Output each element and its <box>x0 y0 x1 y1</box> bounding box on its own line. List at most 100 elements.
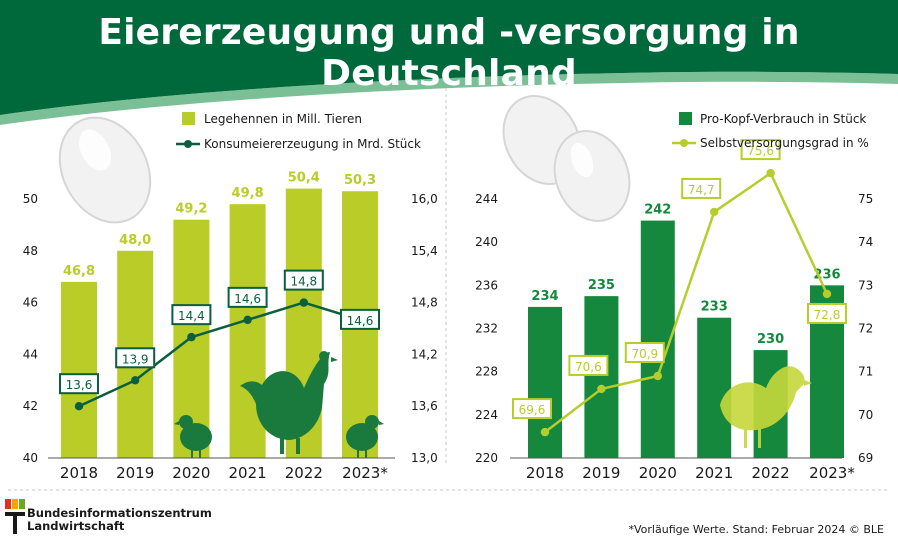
bar-value-label: 235 <box>588 278 615 293</box>
bar-value-label: 49,2 <box>175 202 207 217</box>
hen-icon <box>720 366 812 448</box>
x-tick-label: 2020 <box>172 464 210 482</box>
line-value-label: 14,6 <box>347 314 374 328</box>
line-value-box <box>568 354 609 376</box>
x-tick-label: 2023* <box>342 464 388 482</box>
x-tick-label: 2021 <box>695 464 733 482</box>
line-value-box <box>115 347 156 369</box>
chick-icon <box>346 415 384 458</box>
bar <box>61 281 97 458</box>
bar-value-label: 49,8 <box>232 186 264 201</box>
y-right-tick-label: 73 <box>858 278 873 292</box>
y-left-tick-label: 44 <box>23 347 38 361</box>
bar-value-label: 234 <box>531 289 558 304</box>
header-band <box>0 0 898 115</box>
line-value-label: 75,6 <box>747 144 774 158</box>
line-value-label: 72,8 <box>814 308 841 322</box>
line-point <box>540 427 550 437</box>
line-point <box>653 371 662 381</box>
bar-value-label: 50,3 <box>344 173 376 188</box>
y-left-tick-label: 236 <box>475 278 498 292</box>
line-value-label: 74,7 <box>688 183 715 197</box>
legend-swatch-bar <box>679 112 692 125</box>
y-left-tick-label: 232 <box>475 322 498 336</box>
egg-icon <box>58 116 152 224</box>
line-value-box <box>171 304 212 326</box>
bar-value-label: 46,8 <box>63 264 95 279</box>
y-left-tick-label: 240 <box>475 235 498 249</box>
y-right-tick-label: 75 <box>858 192 873 206</box>
x-tick-label: 2018 <box>60 464 98 482</box>
bar <box>584 296 619 458</box>
line-value-box <box>59 373 99 395</box>
legend-label-line: Konsumeiererzeugung in Mrd. Stück <box>204 137 421 151</box>
line-value-box <box>340 308 380 330</box>
series-line <box>544 171 829 434</box>
legend-label-line: Selbstversorgungsgrad in % <box>700 136 869 150</box>
line-point <box>243 315 252 325</box>
legend-label-bar: Legehennen in Mill. Tieren <box>204 112 362 126</box>
ble-logo-text: Bundesinformationszentrum Landwirtschaft <box>27 507 212 533</box>
y-left-tick-label: 46 <box>23 296 38 310</box>
legend-label-bar: Pro-Kopf-Verbrauch in Stück <box>700 112 866 126</box>
y-left-tick-label: 244 <box>475 192 498 206</box>
x-tick-label: 2023* <box>809 464 855 482</box>
y-right-tick-label: 71 <box>858 365 873 379</box>
chick-icon <box>174 415 212 458</box>
y-right-tick-label: 15,4 <box>411 244 438 258</box>
x-tick-label: 2022 <box>285 464 323 482</box>
egg-icon <box>502 95 631 222</box>
line-point <box>597 384 606 394</box>
line-value-box <box>512 398 552 420</box>
x-tick-label: 2019 <box>116 464 154 482</box>
line-value-box <box>624 341 665 363</box>
y-right-tick-label: 72 <box>858 322 873 336</box>
line-value-box <box>740 139 781 161</box>
series-line <box>78 301 361 408</box>
y-left-tick-label: 220 <box>475 451 498 465</box>
legend-swatch-bar <box>182 112 195 125</box>
line-point <box>131 376 140 385</box>
y-right-tick-label: 70 <box>858 408 873 422</box>
line-value-label: 69,6 <box>519 403 546 417</box>
x-tick-label: 2019 <box>582 464 620 482</box>
y-right-tick-label: 14,2 <box>411 347 438 361</box>
y-left-tick-label: 50 <box>23 192 38 206</box>
x-tick-label: 2022 <box>752 464 790 482</box>
line-value-box <box>681 177 722 199</box>
line-point <box>710 207 719 217</box>
y-right-tick-label: 13,0 <box>411 451 438 465</box>
line-value-label: 14,6 <box>234 292 261 306</box>
line-value-label: 14,8 <box>290 275 317 289</box>
bar-value-label: 48,0 <box>119 233 151 248</box>
bar-value-label: 230 <box>757 332 784 347</box>
bar-value-label: 50,4 <box>288 171 320 186</box>
line-value-box <box>283 269 324 291</box>
page-title: Eiererzeugung und -versorgung in Deutsch… <box>98 12 800 94</box>
line-value-label: 13,9 <box>122 352 149 366</box>
line-value-label: 13,6 <box>66 378 93 392</box>
y-left-tick-label: 40 <box>23 451 38 465</box>
line-point <box>299 298 308 307</box>
line-point <box>74 402 84 411</box>
y-left-tick-label: 228 <box>475 365 498 379</box>
line-point <box>187 332 196 342</box>
y-left-tick-label: 224 <box>475 408 498 422</box>
line-value-box <box>807 302 847 324</box>
legend: Pro-Kopf-Verbrauch in Stück Selbstversor… <box>672 112 869 150</box>
y-right-tick-label: 13,6 <box>411 399 438 413</box>
line-point <box>766 168 775 178</box>
footnote: *Vorläufige Werte. Stand: Februar 2024 ©… <box>628 523 885 536</box>
y-right-tick-label: 16,0 <box>411 192 438 206</box>
y-left-tick-label: 42 <box>23 399 38 413</box>
line-value-box <box>227 286 268 308</box>
x-tick-label: 2020 <box>639 464 677 482</box>
ble-logo-icon <box>5 499 25 534</box>
line-value-label: 14,4 <box>178 309 205 323</box>
line-value-label: 70,9 <box>631 347 658 361</box>
line-point <box>822 289 832 299</box>
x-tick-label: 2021 <box>229 464 267 482</box>
